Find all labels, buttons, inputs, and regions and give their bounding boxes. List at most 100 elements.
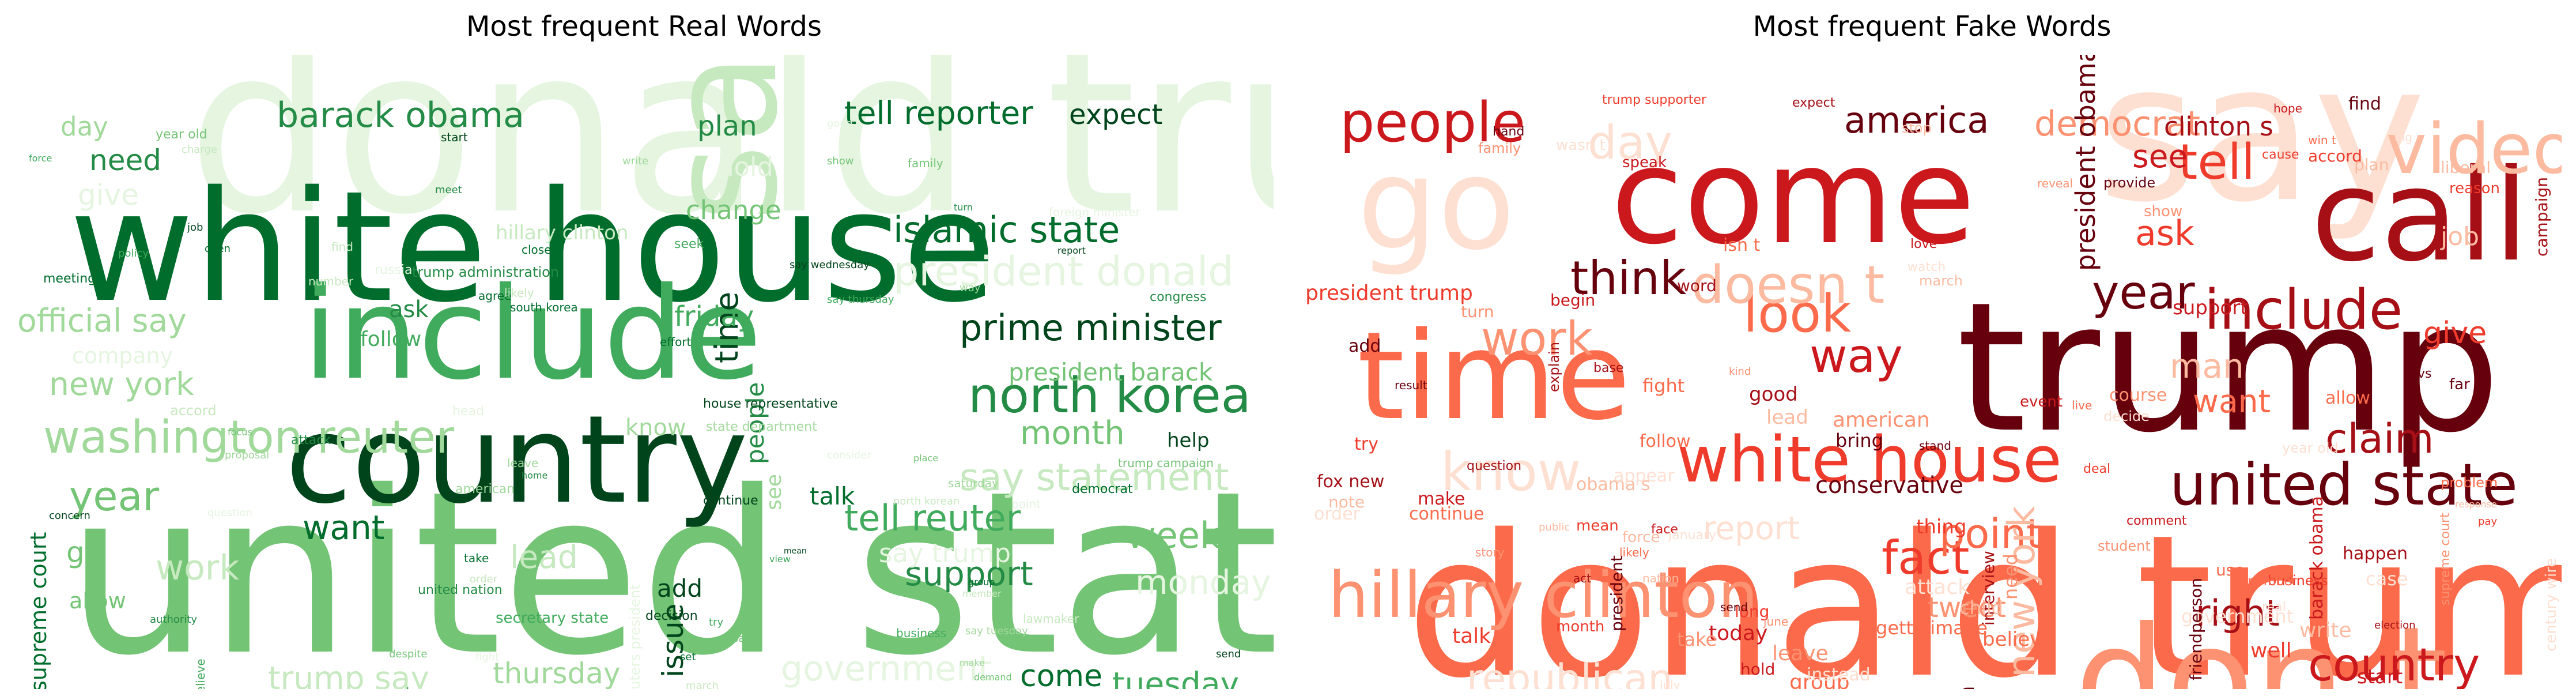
real-word-group: group — [968, 577, 995, 588]
real-word-follow: follow — [360, 328, 421, 351]
fake-word-trump-s: trump s — [1956, 264, 2562, 472]
fake-word-hillary-clinton: hillary clinton — [1328, 558, 1758, 632]
real-word-white-house: white house — [69, 159, 996, 336]
fake-word-vs: vs — [2418, 367, 2431, 381]
fake-word-day: day — [1588, 116, 1672, 170]
real-word-continue: continue — [703, 494, 758, 508]
real-word-barack-obama: barack obama — [277, 95, 524, 136]
real-word-day: day — [61, 111, 108, 142]
fake-word-instead: instead — [1807, 665, 1871, 685]
real-word-reuters-president: reuters president — [627, 584, 643, 689]
fake-word-order: order — [1314, 504, 1361, 524]
real-word-give: give — [78, 178, 139, 212]
fake-word-leave: leave — [1772, 642, 1829, 665]
fake-word-attack: attack — [1905, 575, 1970, 599]
real-word-official-say: official say — [17, 302, 187, 339]
fake-word-century-wire: century wire — [2543, 558, 2560, 652]
fake-word-show: show — [2144, 203, 2182, 220]
real-word-meeting: meeting — [43, 272, 96, 286]
fake-word-begin: begin — [1550, 291, 1595, 310]
real-word-likely: likely — [504, 286, 534, 300]
fake-word-hand: hand — [1493, 125, 1524, 139]
fake-word-claim: claim — [2325, 415, 2434, 462]
real-word-call: call — [49, 686, 108, 689]
fake-word-job: job — [2440, 222, 2479, 251]
real-word-tell-reuter: tell reuter — [844, 497, 1021, 539]
fake-word-president-obama: president obama — [2070, 55, 2101, 271]
real-word-go: go — [66, 536, 102, 569]
fake-word-reason: reason — [2449, 180, 2500, 197]
fake-word-nation: nation — [1642, 571, 1679, 585]
fake-word-question: question — [1467, 459, 1521, 473]
fake-word-conservative: conservative — [1815, 472, 1963, 499]
fake-word-take: take — [1677, 629, 1717, 650]
real-word-hillary-clinton: hillary clinton — [496, 221, 628, 244]
fake-word-america: america — [1844, 99, 1989, 141]
fake-word-comment: comment — [2126, 514, 2187, 528]
fake-word-january: january — [1668, 528, 1716, 543]
fake-word-need: need — [2000, 554, 2022, 600]
fake-word-number: number — [2248, 574, 2298, 589]
real-word-attack: attack — [291, 433, 331, 447]
fake-word-public: public — [1539, 521, 1570, 533]
real-word-proposal: proposal — [225, 449, 269, 461]
fake-word-july: july — [1659, 678, 1680, 689]
fake-word-supreme-court: supreme court — [2438, 513, 2453, 605]
fake-word-call: call — [2311, 142, 2529, 289]
fake-word-lead: lead — [1766, 406, 1808, 429]
real-word-set: set — [680, 651, 696, 663]
real-word-issue: issue — [656, 604, 690, 678]
fake-word-act: act — [1573, 571, 1591, 585]
fake-word-fox-new: fox new — [1317, 472, 1384, 492]
fake-word-fight: fight — [1642, 375, 1684, 397]
real-word-demand: demand — [974, 672, 1012, 683]
real-word-week: week — [1127, 514, 1221, 556]
real-word-united-nation: united nation — [418, 583, 503, 597]
real-word-tell-reporter: tell reporter — [844, 95, 1033, 131]
fake-word-live: live — [2072, 398, 2092, 412]
fake-word-year: year — [2092, 266, 2195, 319]
real-word-close: close — [522, 243, 552, 257]
real-word-policy: policy — [118, 247, 149, 259]
fake-word-add: add — [1349, 336, 1381, 356]
real-word-time: time — [708, 292, 745, 363]
fake-word-friendperson: friendperson — [2186, 578, 2205, 680]
fake-word-speak: speak — [1622, 154, 1667, 171]
fake-word-make: make — [1418, 489, 1465, 509]
real-word-fight: fight — [475, 651, 499, 663]
fake-word-isn-t: isn t — [1723, 235, 1761, 255]
fake-word-think: think — [1570, 251, 1687, 305]
real-word-work: work — [156, 548, 239, 588]
real-word-number: number — [308, 274, 354, 288]
real-word-seek: seek — [674, 237, 704, 251]
fake-word-child: child — [1959, 597, 2003, 619]
real-word-start: start — [441, 130, 468, 144]
fake-word-hope: hope — [2273, 101, 2302, 115]
fake-word-new-york: new york — [2000, 506, 2044, 678]
fake-word-cause: cause — [2262, 148, 2299, 162]
real-word-say-thursday: say thursday — [827, 293, 894, 306]
real-word-way: way — [960, 282, 981, 294]
real-word-come: come — [1020, 659, 1102, 689]
fake-word-problem: problem — [2441, 475, 2498, 491]
real-word-know: know — [625, 415, 686, 441]
real-word-add: add — [657, 574, 702, 603]
fake-word-reveal: reveal — [2037, 176, 2073, 190]
real-word-support: support — [905, 554, 1033, 593]
fake-word-want: want — [2193, 383, 2271, 420]
fake-cloud-title: Most frequent Fake Words — [1752, 10, 2112, 43]
fake-word-united-state: united state — [2170, 451, 2518, 518]
real-word-friday: friday — [674, 300, 754, 333]
real-word-find: find — [331, 240, 353, 254]
fake-word-report: report — [1703, 510, 1800, 547]
fake-word-pay: pay — [2478, 515, 2497, 528]
real-word-saturday: saturday — [948, 476, 999, 490]
fake-word-don-t: don t — [2075, 596, 2448, 689]
real-word-family: family — [908, 156, 943, 170]
real-word-base: base — [732, 633, 757, 645]
real-word-need: need — [89, 144, 161, 177]
real-word-focus: focus — [228, 427, 252, 438]
fake-word-obama-s: obama s — [1576, 475, 1650, 495]
